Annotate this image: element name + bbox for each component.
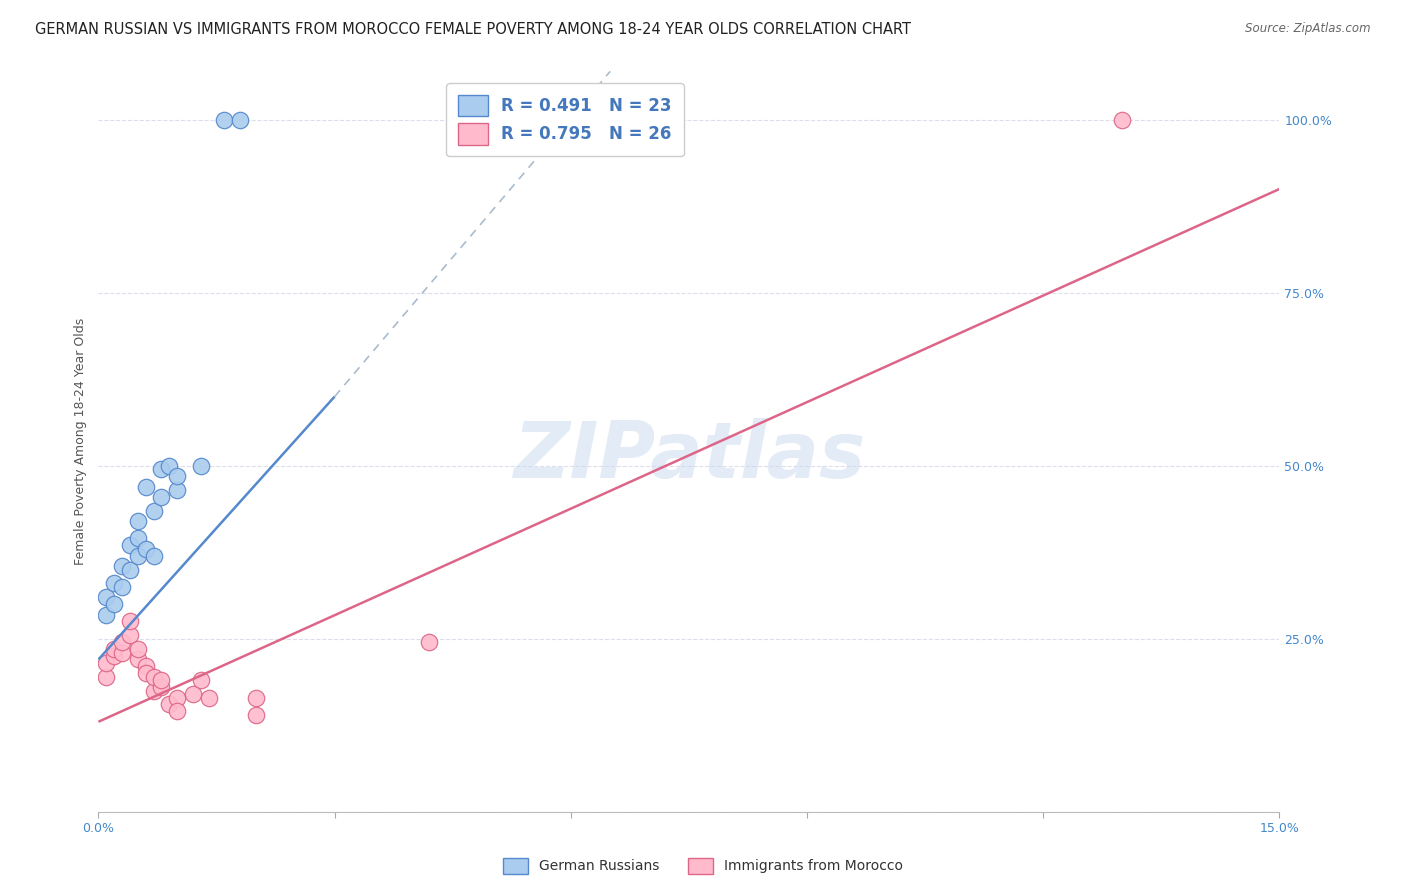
Y-axis label: Female Poverty Among 18-24 Year Olds: Female Poverty Among 18-24 Year Olds (75, 318, 87, 566)
Point (142, 549, 165, 563)
Point (103, 648, 125, 663)
Point (118, 538, 141, 552)
Point (190, 458, 212, 473)
Point (150, 673, 173, 688)
Point (103, 597, 125, 611)
Point (181, 687, 204, 701)
Point (118, 628, 141, 642)
Point (142, 670, 165, 684)
Point (118, 563, 141, 577)
Point (142, 683, 165, 698)
Point (150, 680, 173, 694)
Point (166, 705, 188, 719)
Point (127, 514, 149, 528)
Point (150, 490, 173, 504)
Text: GERMAN RUSSIAN VS IMMIGRANTS FROM MOROCCO FEMALE POVERTY AMONG 18-24 YEAR OLDS C: GERMAN RUSSIAN VS IMMIGRANTS FROM MOROCC… (35, 22, 911, 37)
Point (190, 673, 212, 688)
Point (111, 559, 134, 574)
Point (245, 707, 267, 722)
Point (157, 698, 180, 712)
Point (111, 646, 134, 660)
Point (127, 532, 149, 546)
Point (245, 690, 267, 705)
Point (214, 112, 236, 127)
Text: ZIPatlas: ZIPatlas (513, 418, 865, 494)
Point (166, 469, 188, 483)
Point (111, 635, 134, 649)
Point (96, 656, 118, 670)
Point (103, 576, 125, 591)
Point (127, 652, 149, 666)
Point (135, 479, 157, 493)
Point (96, 591, 118, 605)
Point (418, 635, 440, 649)
Point (135, 666, 157, 681)
Point (197, 690, 219, 705)
Point (111, 580, 134, 594)
Point (135, 659, 157, 673)
Point (118, 615, 141, 629)
Text: Source: ZipAtlas.com: Source: ZipAtlas.com (1246, 22, 1371, 36)
Legend: R = 0.491   N = 23, R = 0.795   N = 26: R = 0.491 N = 23, R = 0.795 N = 26 (446, 83, 683, 156)
Point (166, 483, 188, 497)
Point (166, 690, 188, 705)
Point (127, 642, 149, 657)
Point (157, 458, 180, 473)
Point (96, 607, 118, 622)
Point (229, 112, 252, 127)
Point (135, 541, 157, 556)
Point (127, 549, 149, 563)
Point (103, 642, 125, 657)
Point (1111, 112, 1133, 127)
Legend: German Russians, Immigrants from Morocco: German Russians, Immigrants from Morocco (496, 851, 910, 880)
Point (96, 670, 118, 684)
Point (142, 504, 165, 518)
Point (150, 462, 173, 476)
